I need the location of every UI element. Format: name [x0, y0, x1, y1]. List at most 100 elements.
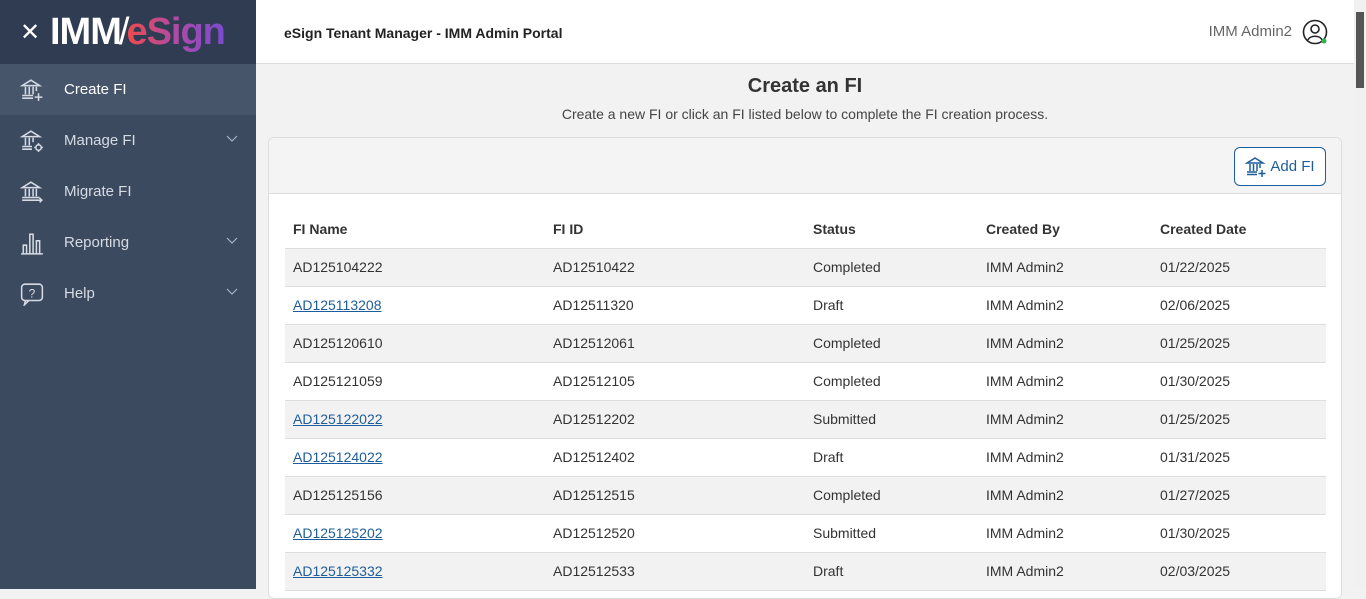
bank-plus-icon — [0, 78, 64, 102]
fi-table: FI Name FI ID Status Created By Created Date… — [285, 210, 1326, 591]
table-row[interactable]: AD125113208 AD12511320 Draft IMM Admin2 02/0… — [285, 286, 1326, 325]
header: eSign Tenant Manager - IMM Admin Portal … — [256, 0, 1354, 64]
fi-name-link[interactable]: AD125125202 — [293, 525, 383, 541]
cell-name: AD125120610 — [285, 324, 545, 363]
cell-id: AD12512105 — [545, 362, 805, 401]
page-title: Create an FI — [747, 75, 863, 97]
cell-id: AD12512520 — [545, 514, 805, 553]
cell-id: AD12512515 — [545, 476, 805, 515]
fi-name-link[interactable]: AD125124022 — [293, 449, 383, 465]
table-row: AD125125156 AD12512515 Completed IMM Admin2… — [285, 476, 1326, 515]
fi-name-link[interactable]: AD125125332 — [293, 563, 383, 579]
cell-name: AD125125202 — [285, 514, 545, 553]
sidebar: ✕ IMM / eSign Create FI Manage FI Migrate FI… — [0, 0, 256, 589]
fi-card: Add FI FI Name FI ID Status Created By Creat… — [268, 137, 1342, 599]
sidebar-item-reporting[interactable]: Reporting — [0, 217, 256, 268]
logo-bar: ✕ IMM / eSign — [0, 0, 256, 64]
cell-status: Draft — [805, 438, 978, 477]
cell-date: 01/30/2025 — [1152, 362, 1326, 401]
cell-status: Draft — [805, 286, 978, 325]
cell-by: IMM Admin2 — [978, 552, 1152, 591]
cell-by: IMM Admin2 — [978, 286, 1152, 325]
cell-status: Completed — [805, 248, 978, 287]
cell-status: Submitted — [805, 400, 978, 439]
table-row: AD125120610 AD12512061 Completed IMM Admin2… — [285, 324, 1326, 363]
cell-by: IMM Admin2 — [978, 362, 1152, 401]
cell-id: AD12511320 — [545, 286, 805, 325]
cell-name: AD125125332 — [285, 552, 545, 591]
toolbar: Add FI — [269, 138, 1341, 194]
user-avatar-icon[interactable] — [1302, 19, 1328, 50]
cell-status: Completed — [805, 476, 978, 515]
scrollbar-thumb[interactable] — [1356, 12, 1364, 88]
cell-date: 01/25/2025 — [1152, 400, 1326, 439]
cell-status: Completed — [805, 362, 978, 401]
cell-id: AD12512202 — [545, 400, 805, 439]
cell-name: AD125124022 — [285, 438, 545, 477]
chevron-down-icon[interactable] — [226, 233, 238, 250]
cell-name: AD125122022 — [285, 400, 545, 439]
sidebar-item-manage-fi[interactable]: Manage FI — [0, 115, 256, 166]
svg-text:?: ? — [29, 286, 36, 300]
cell-date: 01/30/2025 — [1152, 514, 1326, 553]
bar-chart-icon — [0, 231, 64, 255]
sidebar-item-label: Migrate FI — [64, 183, 132, 200]
table-row[interactable]: AD125124022 AD12512402 Draft IMM Admin2 01/3… — [285, 438, 1326, 477]
table-row: AD125104222 AD12510422 Completed IMM Admin2… — [285, 248, 1326, 287]
user-name[interactable]: IMM Admin2 — [1208, 23, 1292, 40]
cell-date: 01/31/2025 — [1152, 438, 1326, 477]
cell-name: AD125121059 — [285, 362, 545, 401]
cell-date: 02/06/2025 — [1152, 286, 1326, 325]
app-title: eSign Tenant Manager - IMM Admin Portal — [284, 25, 563, 41]
sidebar-item-migrate-fi[interactable]: Migrate FI — [0, 166, 256, 217]
column-header[interactable]: Created Date — [1152, 210, 1326, 249]
cell-status: Submitted — [805, 514, 978, 553]
cell-by: IMM Admin2 — [978, 438, 1152, 477]
bank-arrow-icon — [0, 180, 64, 204]
cell-by: IMM Admin2 — [978, 324, 1152, 363]
bank-gear-icon — [0, 129, 64, 153]
table-row[interactable]: AD125125202 AD12512520 Submitted IMM Admin2… — [285, 514, 1326, 553]
main-content: Create an FI Create a new FI or click an… — [256, 65, 1354, 599]
cell-id: AD12512533 — [545, 552, 805, 591]
cell-name: AD125125156 — [285, 476, 545, 515]
fi-name-link[interactable]: AD125113208 — [293, 297, 382, 313]
cell-id: AD12512061 — [545, 324, 805, 363]
cell-by: IMM Admin2 — [978, 514, 1152, 553]
fi-name-link[interactable]: AD125122022 — [293, 411, 383, 427]
table-row[interactable]: AD125122022 AD12512202 Submitted IMM Admin2… — [285, 400, 1326, 439]
help-bubble-icon: ? — [0, 282, 64, 306]
logo: IMM / eSign — [50, 10, 226, 53]
sidebar-item-label: Create FI — [64, 81, 127, 98]
cell-name: AD125104222 — [285, 248, 545, 287]
cell-by: IMM Admin2 — [978, 248, 1152, 287]
column-header[interactable]: FI Name — [285, 210, 545, 249]
sidebar-item-label: Help — [64, 285, 95, 302]
cell-name: AD125113208 — [285, 286, 545, 325]
cell-date: 01/27/2025 — [1152, 476, 1326, 515]
cell-date: 01/22/2025 — [1152, 248, 1326, 287]
chevron-down-icon[interactable] — [226, 284, 238, 301]
cell-status: Draft — [805, 552, 978, 591]
column-header[interactable]: FI ID — [545, 210, 805, 249]
cell-by: IMM Admin2 — [978, 476, 1152, 515]
column-header[interactable]: Status — [805, 210, 978, 249]
sidebar-item-label: Manage FI — [64, 132, 136, 149]
bank-plus-icon — [1245, 156, 1267, 177]
page-subtitle: Create a new FI or click an FI listed be… — [561, 106, 1049, 122]
cell-id: AD12512402 — [545, 438, 805, 477]
table-row: AD125121059 AD12512105 Completed IMM Admin2… — [285, 362, 1326, 401]
cell-date: 01/25/2025 — [1152, 324, 1326, 363]
add-fi-button[interactable]: Add FI — [1234, 147, 1326, 186]
close-icon[interactable]: ✕ — [20, 18, 41, 46]
sidebar-item-help[interactable]: ? Help — [0, 268, 256, 319]
cell-id: AD12510422 — [545, 248, 805, 287]
add-fi-label: Add FI — [1270, 158, 1315, 175]
table-row[interactable]: AD125125332 AD12512533 Draft IMM Admin2 02/0… — [285, 552, 1326, 591]
sidebar-item-label: Reporting — [64, 234, 130, 251]
scrollbar[interactable] — [1354, 0, 1366, 589]
chevron-down-icon[interactable] — [226, 131, 238, 148]
column-header[interactable]: Created By — [978, 210, 1152, 249]
cell-by: IMM Admin2 — [978, 400, 1152, 439]
sidebar-item-create-fi[interactable]: Create FI — [0, 64, 256, 115]
